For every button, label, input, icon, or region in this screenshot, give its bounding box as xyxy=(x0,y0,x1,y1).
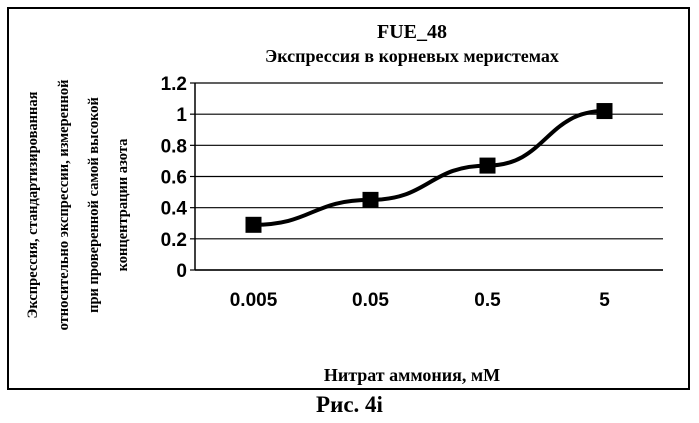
y-tick-label: 0.2 xyxy=(161,230,187,251)
chart-frame: FUE_48 Экспрессия в корневых меристемах … xyxy=(7,7,690,390)
y-tick-label: 1.2 xyxy=(161,74,187,95)
figure-caption: Рис. 4i xyxy=(0,392,699,418)
x-tick-label: 0.005 xyxy=(230,290,278,311)
y-tick-label: 0.6 xyxy=(161,168,187,189)
y-tick-label: 0.8 xyxy=(161,136,187,157)
data-point-marker xyxy=(480,158,496,174)
y-axis-label: Экспрессия, стандартизированная относител… xyxy=(25,80,131,331)
y-tick-label: 0 xyxy=(176,261,187,282)
y-tick-labels: 0 0.2 0.4 0.6 0.8 1 1.2 xyxy=(161,74,188,282)
y-axis-label-line: относительно экспрессии, измеренной xyxy=(56,80,72,331)
y-axis-label-line: Экспрессия, стандартизированная xyxy=(25,91,41,318)
y-tick-label: 1 xyxy=(176,105,187,126)
x-tick-label: 5 xyxy=(599,290,610,311)
line-chart: FUE_48 Экспрессия в корневых меристемах … xyxy=(9,9,692,392)
data-point-marker xyxy=(363,192,379,208)
x-tick-label: 0.05 xyxy=(352,290,389,311)
chart-title: FUE_48 xyxy=(377,21,447,43)
data-point-marker xyxy=(246,217,262,233)
data-point-marker xyxy=(597,103,613,119)
y-tick-label: 0.4 xyxy=(161,199,188,220)
chart-subtitle: Экспрессия в корневых меристемах xyxy=(265,46,559,66)
x-tick-label: 0.5 xyxy=(474,290,501,311)
x-tick-labels: 0.005 0.05 0.5 5 xyxy=(230,290,610,311)
x-axis-label: Нитрат аммония, мМ xyxy=(324,365,500,385)
series xyxy=(246,103,613,233)
y-axis-label-line: концентрации азота xyxy=(115,138,131,272)
y-axis-label-line: при проверенной самой высокой xyxy=(86,97,102,313)
